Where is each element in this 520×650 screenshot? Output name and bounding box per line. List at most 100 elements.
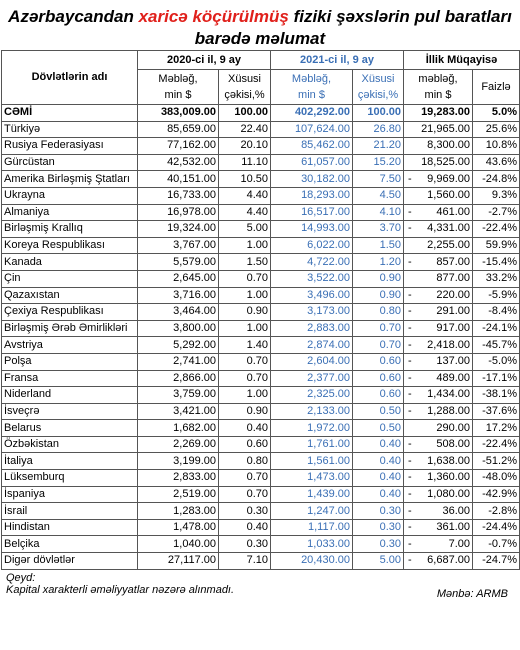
value-cell: 1,761.00 xyxy=(270,435,353,454)
value-cell: 1.00 xyxy=(218,236,271,255)
sign: - xyxy=(408,471,412,484)
data-row: Fransa 2,866.00 0.70 2,377.00 0.60- 489.00 -17… xyxy=(1,369,520,388)
value-cell: 0.70 xyxy=(218,352,271,371)
value-cell: 1,439.00 xyxy=(270,485,353,504)
amount: 21,965.00 xyxy=(421,122,470,135)
country-name: Fransa xyxy=(1,369,138,388)
sub-header-line: Faizlə xyxy=(481,81,511,93)
amount: 1,638.00 xyxy=(427,454,470,467)
value-cell: 0.60 xyxy=(352,386,404,404)
sub-header-line: min $ xyxy=(164,89,192,101)
value-cell: 2,325.00 xyxy=(270,386,353,404)
value-cell: 2,833.00 xyxy=(137,469,219,487)
value-cell: 3,522.00 xyxy=(270,269,353,288)
value-cell: -2.8% xyxy=(472,502,520,520)
amount: 1,288.00 xyxy=(427,404,470,417)
amount: 877.00 xyxy=(436,272,470,285)
value-cell: 3,767.00 xyxy=(137,236,219,255)
value-cell: 2,741.00 xyxy=(137,352,219,371)
amount: 508.00 xyxy=(436,438,470,451)
value-cell: 0.70 xyxy=(218,369,271,388)
data-row: Avstriya 5,292.00 1.40 2,874.00 0.70- 2,418.0… xyxy=(1,336,520,354)
data-row: Özbəkistan 2,269.00 0.60 1,761.00 0.40- 508.0… xyxy=(1,435,520,454)
value-cell: 0.40 xyxy=(352,469,404,487)
data-row: İsrail 1,283.00 0.30 1,247.00 0.30-36.00 -2.8… xyxy=(1,502,520,520)
value-cell: 1.00 xyxy=(218,319,271,338)
difference: - 857.00 xyxy=(403,253,473,271)
data-row: Gürcüstan 42,532.00 11.10 61,057.00 15.20 18,… xyxy=(1,153,520,172)
data-row: Lüksemburq 2,833.00 0.70 1,473.00 0.40- 1,360… xyxy=(1,469,520,487)
title-text: fiziki şəxslərin pul baratları barədə mə… xyxy=(194,7,512,48)
value-cell: 5.0% xyxy=(472,104,520,122)
data-row: Birləşmiş Krallıq 19,324.00 5.00 14,993.00 3… xyxy=(1,220,520,238)
data-row: İsveçrə 3,421.00 0.90 2,133.00 0.50- 1,288.00… xyxy=(1,402,520,421)
data-row: Kanada 5,579.00 1.50 4,722.00 1.20- 857.00 -15… xyxy=(1,253,520,271)
value-cell: 1.00 xyxy=(218,286,271,305)
value-cell: -45.7% xyxy=(472,336,520,354)
value-cell: 9.3% xyxy=(472,186,520,205)
sign: - xyxy=(408,454,412,467)
value-cell: 3,199.00 xyxy=(137,452,219,471)
value-cell: -22.4% xyxy=(472,220,520,238)
value-cell: 5.00 xyxy=(218,220,271,238)
difference: - 137.00 xyxy=(403,352,473,371)
value-cell: 2,377.00 xyxy=(270,369,353,388)
sign: - xyxy=(408,504,412,517)
amount: 489.00 xyxy=(436,371,470,384)
value-cell: 0.90 xyxy=(352,286,404,305)
value-cell: 5,292.00 xyxy=(137,336,219,354)
value-cell: 4,722.00 xyxy=(270,253,353,271)
sign: - xyxy=(408,338,412,351)
sub-header-line: min $ xyxy=(424,89,452,101)
difference: 877.00 xyxy=(403,269,473,288)
country-name: Rusiya Federasiyası xyxy=(1,137,138,155)
value-cell: 1.50 xyxy=(218,253,271,271)
country-name: Niderland xyxy=(1,386,138,404)
value-cell: 16,517.00 xyxy=(270,203,353,222)
country-name: Belçika xyxy=(1,535,138,554)
difference: 1,560.00 xyxy=(403,186,473,205)
value-cell: 5.00 xyxy=(352,552,404,570)
data-row: Belarus 1,682.00 0.40 1,972.00 0.50 290.00 17.… xyxy=(1,419,520,437)
country-name: İsrail xyxy=(1,502,138,520)
amount: 1,560.00 xyxy=(427,189,470,202)
country-name: Gürcüstan xyxy=(1,153,138,172)
sub-header: Xüsusi çəkisi,% xyxy=(218,69,271,105)
sub-header-line: çəkisi,% xyxy=(224,89,265,101)
value-cell: -17.1% xyxy=(472,369,520,388)
value-cell: 100.00 xyxy=(352,104,404,122)
sub-header: Xüsusi çəkisi,% xyxy=(352,69,404,105)
value-cell: 30,182.00 xyxy=(270,170,353,188)
amount: 7.00 xyxy=(448,537,470,550)
difference: - 220.00 xyxy=(403,286,473,305)
value-cell: 0.80 xyxy=(218,452,271,471)
value-cell: 0.50 xyxy=(352,402,404,421)
value-cell: 0.40 xyxy=(218,419,271,437)
value-cell: 20,430.00 xyxy=(270,552,353,570)
value-cell: 1,033.00 xyxy=(270,535,353,554)
amount: 19,283.00 xyxy=(421,106,470,119)
data-row: Türkiyə 85,659.00 22.40 107,624.00 26.80 21,9… xyxy=(1,120,520,139)
difference: 18,525.00 xyxy=(403,153,473,172)
amount: 220.00 xyxy=(436,288,470,301)
value-cell: 0.40 xyxy=(352,452,404,471)
group-header: İllik Müqayisə xyxy=(403,50,520,70)
data-row: Niderland 3,759.00 1.00 2,325.00 0.60- 1,434.… xyxy=(1,386,520,404)
data-row: İtaliya 3,199.00 0.80 1,561.00 0.40- 1,638.00… xyxy=(1,452,520,471)
sub-header-line: çəkisi,% xyxy=(357,89,399,101)
data-row: Digər dövlətlər 27,117.00 7.10 20,430.00 5.0… xyxy=(1,552,520,570)
amount: 290.00 xyxy=(436,421,470,434)
remittance-table: Dövlətlərin adı 2020-ci il, 9 ay 2021-ci i… xyxy=(1,50,520,570)
data-row: Amerika Birləşmiş Ştatları 40,151.00 10.50… xyxy=(1,170,520,188)
value-cell: 0.60 xyxy=(352,352,404,371)
value-cell: 0.70 xyxy=(352,336,404,354)
value-cell: 0.60 xyxy=(218,435,271,454)
value-cell: 1,561.00 xyxy=(270,452,353,471)
value-cell: 0.30 xyxy=(352,535,404,554)
value-cell: 1,478.00 xyxy=(137,518,219,537)
sign: - xyxy=(408,205,412,218)
difference: - 489.00 xyxy=(403,369,473,388)
country-name: Birləşmiş Ərəb Əmirlikləri xyxy=(1,319,138,338)
data-row: Polşa 2,741.00 0.70 2,604.00 0.60- 137.00 -5.0… xyxy=(1,352,520,371)
difference: - 36.00 xyxy=(403,502,473,520)
